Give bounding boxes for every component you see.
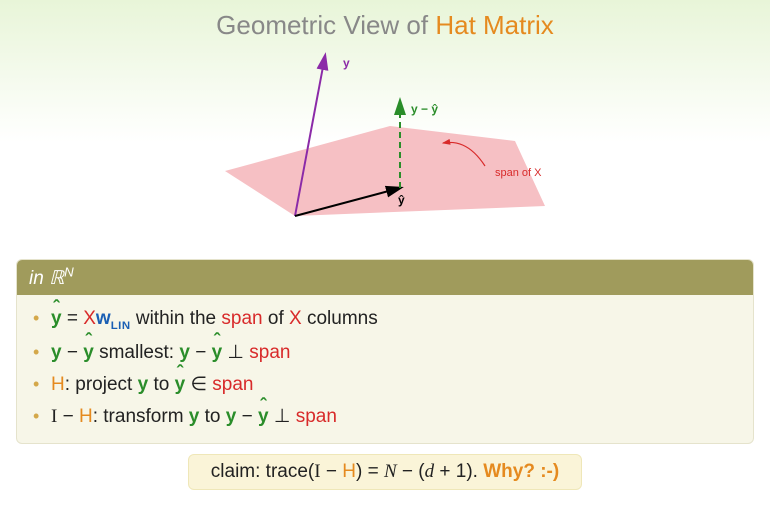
bullet-item: y = XwLIN within the span of X columns (51, 303, 739, 336)
box-body: y = XwLIN within the span of X columnsy … (17, 295, 753, 443)
label-residual: y − ŷ (411, 102, 438, 116)
geometric-diagram: y ŷ y − ŷ span of X (195, 41, 575, 241)
claim-wrap: claim: trace(I − H) = N − (d + 1). Why? … (0, 454, 770, 490)
label-yhat: ŷ (398, 193, 405, 207)
diagram-container: y ŷ y − ŷ span of X (0, 41, 770, 251)
bullet-item: I − H: transform y to y − y ⊥ span (51, 401, 739, 433)
box-header-text: in ℝN (29, 268, 74, 289)
claim-box: claim: trace(I − H) = N − (d + 1). Why? … (188, 454, 582, 490)
label-y: y (343, 56, 350, 70)
slide-title: Geometric View of Hat Matrix (0, 0, 770, 41)
info-box: in ℝN y = XwLIN within the span of X col… (16, 259, 754, 444)
bullet-item: H: project y to y ∈ span (51, 369, 739, 401)
title-orange: Hat Matrix (435, 10, 553, 40)
label-span: span of X (495, 167, 542, 179)
box-header: in ℝN (17, 260, 753, 295)
title-gray: Geometric View of (216, 10, 435, 40)
bullet-item: y − y smallest: y − y ⊥ span (51, 337, 739, 369)
